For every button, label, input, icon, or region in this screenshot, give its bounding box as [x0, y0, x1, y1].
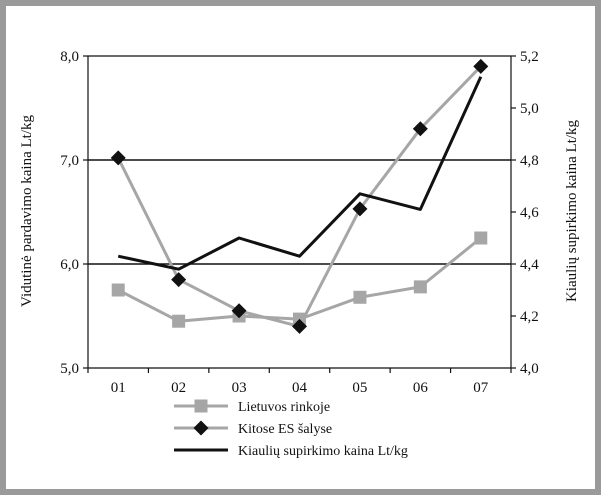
x-tick-label: 07: [473, 380, 489, 396]
series-point-diamond: [352, 201, 368, 217]
y-right-tick-label: 5,2: [520, 49, 539, 65]
x-tick-label: 06: [413, 380, 429, 396]
y-left-tick-label: 8,0: [60, 49, 79, 65]
series-point-square: [111, 283, 125, 297]
x-tick-label: 05: [352, 380, 367, 396]
series-point-diamond: [231, 303, 247, 319]
series-layer: [110, 58, 489, 334]
legend-label: Lietuvos rinkoje: [238, 400, 330, 415]
x-tick-label: 02: [171, 380, 186, 396]
series-lietuvos-rinkoje: [111, 231, 488, 328]
x-tick-label: 01: [111, 380, 126, 396]
x-tick-label: 04: [292, 380, 308, 396]
series-point-square: [413, 280, 427, 294]
chart: 5,0 6,0 7,0 8,0 4,0 4,2 4,4 4,6 4,8 5,0 5,2 01 02 03 0…: [19, 49, 580, 459]
series-line: [117, 76, 483, 271]
y-right-tick-label: 4,6: [520, 205, 539, 221]
y-right-tick-label: 4,4: [520, 257, 539, 273]
x-tick-label: 03: [232, 380, 247, 396]
y-right-tick-label: 4,8: [520, 153, 539, 169]
y-left-tick-label: 6,0: [60, 257, 79, 273]
legend-item: Lietuvos rinkoje: [174, 399, 330, 415]
axes: [83, 55, 516, 373]
series-point-square: [474, 231, 488, 245]
y-right-axis-title: Kiaulių supirkimo kaina Lt/kg: [564, 119, 580, 302]
legend-item: Kitose ES šalyse: [174, 420, 332, 437]
series-point-diamond: [412, 121, 428, 137]
series-point-diamond: [171, 272, 187, 288]
y-right-tick-label: 5,0: [520, 101, 539, 117]
y-left-tick-label: 7,0: [60, 153, 79, 169]
gridlines: [88, 159, 511, 265]
series-point-square: [194, 399, 208, 413]
legend: Lietuvos rinkoje Kitose ES šalyse Kiaulių …: [174, 399, 408, 459]
y-right-tick-label: 4,2: [520, 309, 539, 325]
series-point-square: [353, 290, 367, 304]
series-point-diamond: [110, 150, 126, 166]
y-right-tick-label: 4,0: [520, 361, 539, 377]
legend-item: Kiaulių supirkimo kaina Lt/kg: [174, 444, 408, 459]
series-kitose-es-alyse: [110, 58, 489, 334]
series-point-diamond: [292, 318, 307, 334]
legend-label: Kiaulių supirkimo kaina Lt/kg: [238, 444, 408, 459]
series-point-diamond: [193, 420, 209, 436]
series-point-square: [172, 314, 186, 328]
legend-label: Kitose ES šalyse: [238, 422, 332, 437]
series-point-diamond: [473, 58, 489, 74]
y-left-tick-label: 5,0: [60, 361, 79, 377]
tick-labels: 5,0 6,0 7,0 8,0 4,0 4,2 4,4 4,6 4,8 5,0 5,2 01 02 03 0…: [60, 49, 539, 396]
series-kiauli-supirkimo-kaina-lt-kg: [117, 76, 483, 271]
y-left-axis-title: Vidutinė pardavimo kaina Lt/kg: [19, 115, 35, 307]
